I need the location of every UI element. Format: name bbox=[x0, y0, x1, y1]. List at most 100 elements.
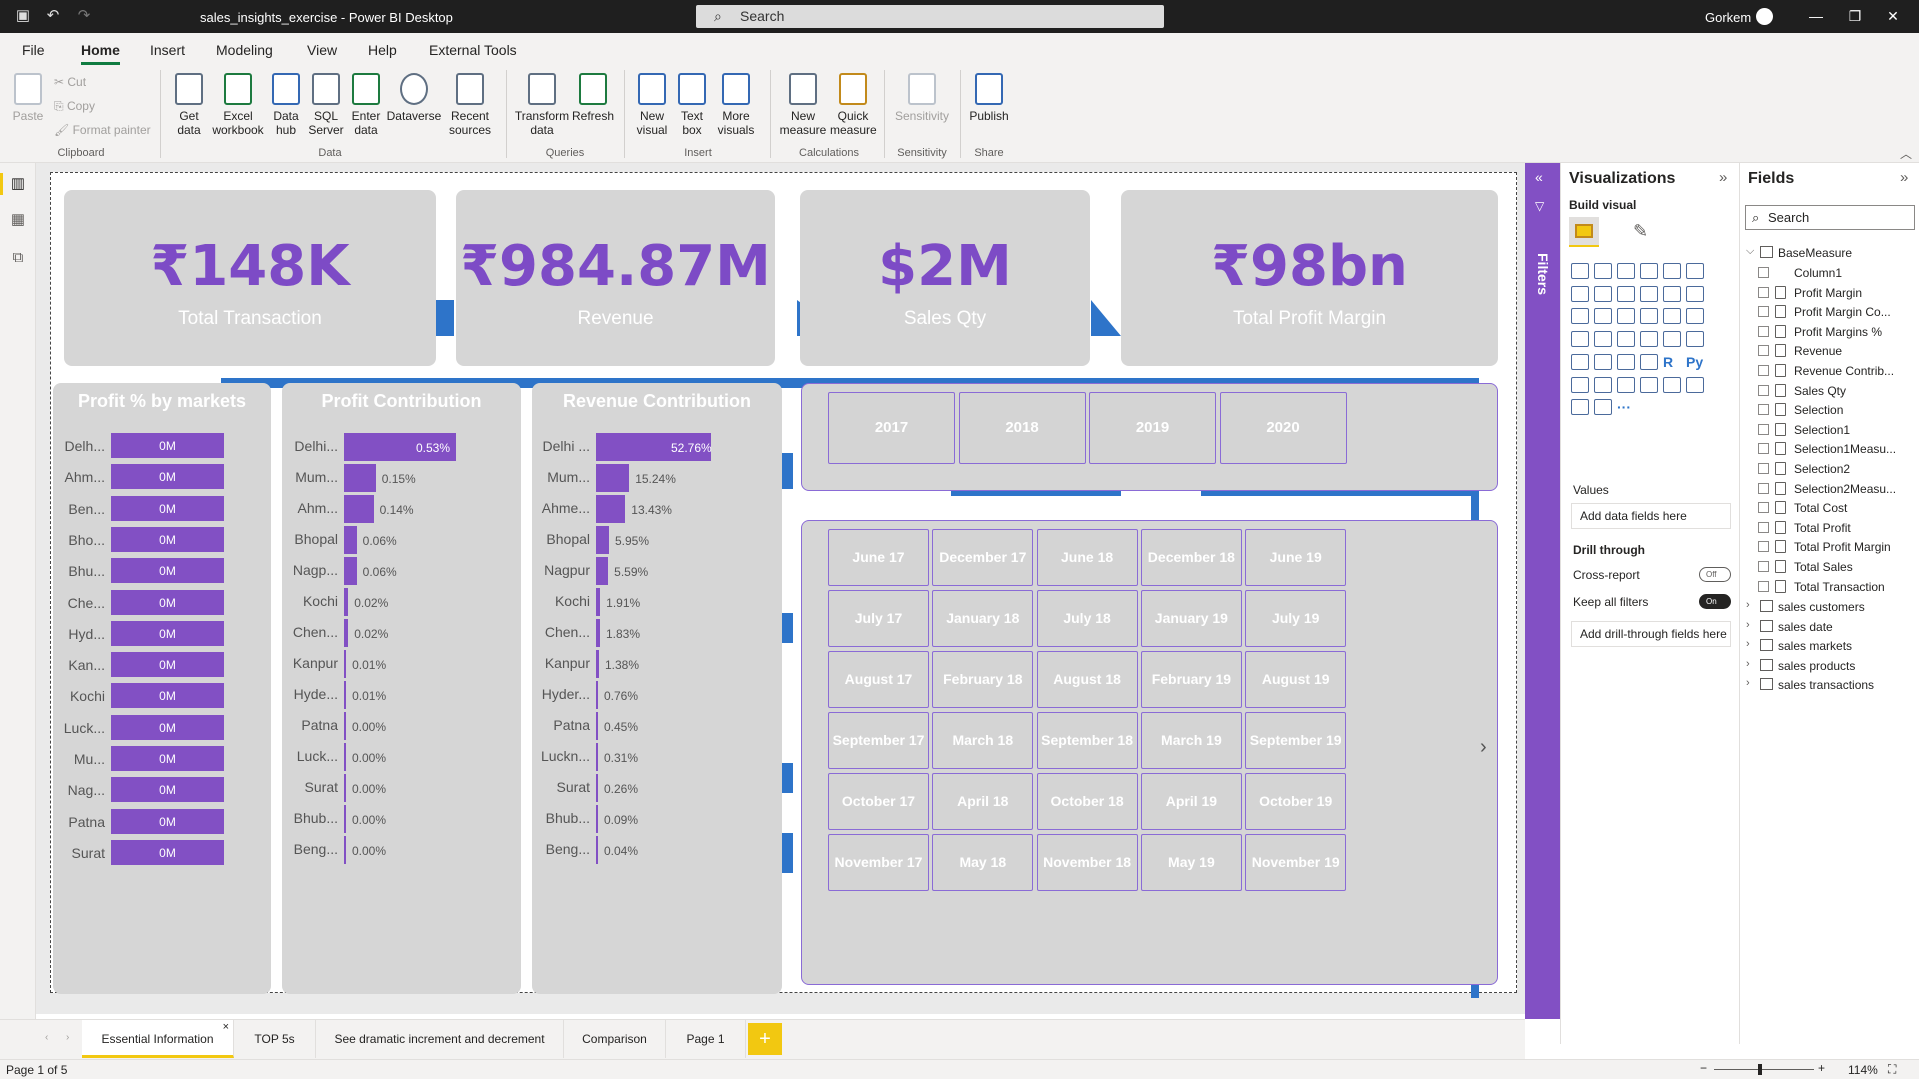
menu-file[interactable]: File bbox=[22, 42, 45, 58]
bar-row[interactable]: Kan... 0M bbox=[53, 650, 271, 680]
field-item[interactable]: Total Profit bbox=[1750, 518, 1919, 538]
bar-row[interactable]: Nagp... 0.06% bbox=[282, 555, 522, 585]
add-page-button[interactable]: + bbox=[748, 1023, 782, 1055]
sql-server-button[interactable]: SQL Server bbox=[306, 73, 346, 137]
close-icon[interactable]: ✕ bbox=[1887, 8, 1899, 24]
more-icon[interactable]: ··· bbox=[1617, 399, 1631, 416]
save-icon[interactable]: ▣ bbox=[15, 7, 31, 24]
new-visual-button[interactable]: New visual bbox=[632, 73, 672, 137]
refresh-button[interactable]: Refresh bbox=[570, 73, 616, 123]
field-item[interactable]: Column1 bbox=[1750, 263, 1919, 283]
field-item[interactable]: Profit Margins % bbox=[1750, 322, 1919, 342]
power-automate-icon[interactable] bbox=[1594, 399, 1612, 416]
month-tile[interactable]: September 17 bbox=[828, 712, 929, 769]
bar-row[interactable]: Kochi 0M bbox=[53, 681, 271, 711]
data-hub-button[interactable]: Data hub bbox=[266, 73, 306, 137]
decomposition-tree-icon[interactable] bbox=[1594, 376, 1612, 393]
bar-row[interactable]: Nag... 0M bbox=[53, 775, 271, 805]
waterfall-icon[interactable] bbox=[1571, 308, 1589, 325]
month-tile[interactable]: December 17 bbox=[932, 529, 1034, 586]
r-visual-icon[interactable]: R bbox=[1663, 353, 1674, 370]
bar[interactable] bbox=[344, 495, 374, 523]
bar[interactable] bbox=[111, 683, 224, 709]
bar[interactable] bbox=[344, 805, 346, 833]
field-item[interactable]: Total Sales bbox=[1750, 557, 1919, 577]
line-icon[interactable] bbox=[1571, 285, 1589, 302]
bar[interactable] bbox=[344, 774, 346, 802]
bar-row[interactable]: Chen... 1.83% bbox=[532, 617, 772, 647]
month-tile[interactable]: August 18 bbox=[1036, 651, 1138, 708]
table-item[interactable]: › sales transactions bbox=[1746, 675, 1916, 695]
bar-row[interactable]: Kanpur 0.01% bbox=[282, 648, 522, 678]
power-apps-icon[interactable] bbox=[1571, 399, 1589, 416]
format-painter-button[interactable]: 🖌 Format painter bbox=[54, 123, 151, 137]
dataverse-button[interactable]: Dataverse bbox=[386, 73, 442, 123]
month-tile[interactable]: March 19 bbox=[1140, 712, 1242, 769]
data-view-icon[interactable]: ▦ bbox=[10, 211, 26, 228]
bar[interactable] bbox=[596, 650, 599, 678]
bar-row[interactable]: Delhi ... 52.76% bbox=[532, 431, 772, 461]
bar[interactable] bbox=[111, 589, 224, 615]
text-box-button[interactable]: Text box bbox=[674, 73, 710, 137]
bar-row[interactable]: Kanpur 1.38% bbox=[532, 648, 772, 678]
field-checkbox[interactable] bbox=[1758, 541, 1769, 553]
bar[interactable] bbox=[596, 557, 609, 585]
table-icon[interactable] bbox=[1617, 353, 1635, 370]
bar[interactable] bbox=[111, 433, 224, 458]
slicer-icon[interactable] bbox=[1594, 353, 1612, 370]
bar[interactable] bbox=[111, 526, 224, 552]
stacked-column-icon[interactable] bbox=[1594, 263, 1612, 279]
field-item[interactable]: Revenue bbox=[1750, 341, 1919, 361]
month-tile[interactable]: May 18 bbox=[932, 834, 1034, 891]
tab-dramatic-increment[interactable]: See dramatic increment and decrement bbox=[316, 1020, 564, 1058]
bar[interactable] bbox=[111, 652, 224, 678]
kpi-card-revenue[interactable]: ₹984.87M Revenue bbox=[456, 190, 775, 366]
key-influencers-icon[interactable] bbox=[1571, 376, 1589, 393]
kpi-card-sales-qty[interactable]: $2M Sales Qty bbox=[800, 190, 1090, 366]
bar[interactable] bbox=[596, 774, 598, 802]
bar[interactable] bbox=[344, 526, 357, 554]
month-tile[interactable]: May 19 bbox=[1140, 834, 1242, 891]
field-item[interactable]: Total Profit Margin bbox=[1750, 537, 1919, 557]
year-tile[interactable]: 2017 bbox=[828, 392, 955, 464]
bar[interactable] bbox=[596, 526, 609, 554]
clustered-bar-icon[interactable] bbox=[1617, 263, 1635, 279]
field-item[interactable]: Total Transaction bbox=[1750, 577, 1919, 597]
table-item[interactable]: › sales customers bbox=[1746, 597, 1916, 617]
area-icon[interactable] bbox=[1594, 285, 1612, 302]
bar[interactable] bbox=[344, 743, 346, 771]
field-checkbox[interactable] bbox=[1758, 306, 1769, 318]
month-tile[interactable]: December 18 bbox=[1140, 529, 1242, 586]
field-item[interactable]: Selection2 bbox=[1750, 459, 1919, 479]
zoom-out-icon[interactable]: − bbox=[1700, 1061, 1708, 1075]
field-checkbox[interactable] bbox=[1758, 423, 1769, 435]
python-visual-icon[interactable]: Py bbox=[1686, 353, 1704, 370]
bar-row[interactable]: Luck... 0M bbox=[53, 713, 271, 743]
cross-report-toggle[interactable]: Off bbox=[1699, 567, 1731, 582]
ribbon-icon[interactable] bbox=[1686, 285, 1704, 302]
model-view-icon[interactable]: ⧉ bbox=[12, 249, 24, 266]
bar-row[interactable]: Mu... 0M bbox=[53, 744, 271, 774]
menu-modeling[interactable]: Modeling bbox=[216, 42, 273, 58]
field-item[interactable]: Profit Margin bbox=[1750, 283, 1919, 303]
qa-icon[interactable] bbox=[1617, 376, 1635, 393]
bar-row[interactable]: Ben... 0M bbox=[53, 494, 271, 524]
bar-row[interactable]: Bho... 0M bbox=[53, 525, 271, 555]
month-tile[interactable]: July 17 bbox=[828, 590, 929, 647]
next-page-icon[interactable]: › bbox=[66, 1032, 70, 1043]
funnel-icon[interactable] bbox=[1594, 308, 1612, 325]
bar-row[interactable]: Beng... 0.00% bbox=[282, 834, 522, 864]
treemap-icon[interactable] bbox=[1686, 308, 1704, 325]
bar[interactable] bbox=[344, 557, 357, 585]
bar[interactable] bbox=[111, 808, 224, 834]
bar-row[interactable]: Patna 0.45% bbox=[532, 710, 772, 740]
keep-filters-toggle[interactable]: On bbox=[1699, 594, 1731, 609]
bar-row[interactable]: Ahm... 0.14% bbox=[282, 493, 522, 523]
month-tile[interactable]: August 19 bbox=[1245, 651, 1347, 708]
month-tile[interactable]: October 19 bbox=[1245, 773, 1347, 830]
bar[interactable] bbox=[111, 620, 224, 646]
kpi-card-total-profit-margin[interactable]: ₹98bn Total Profit Margin bbox=[1121, 190, 1498, 366]
bar-row[interactable]: Bhopal 5.95% bbox=[532, 524, 772, 554]
tab-comparison[interactable]: Comparison bbox=[564, 1020, 666, 1058]
matrix-icon[interactable] bbox=[1640, 353, 1658, 370]
